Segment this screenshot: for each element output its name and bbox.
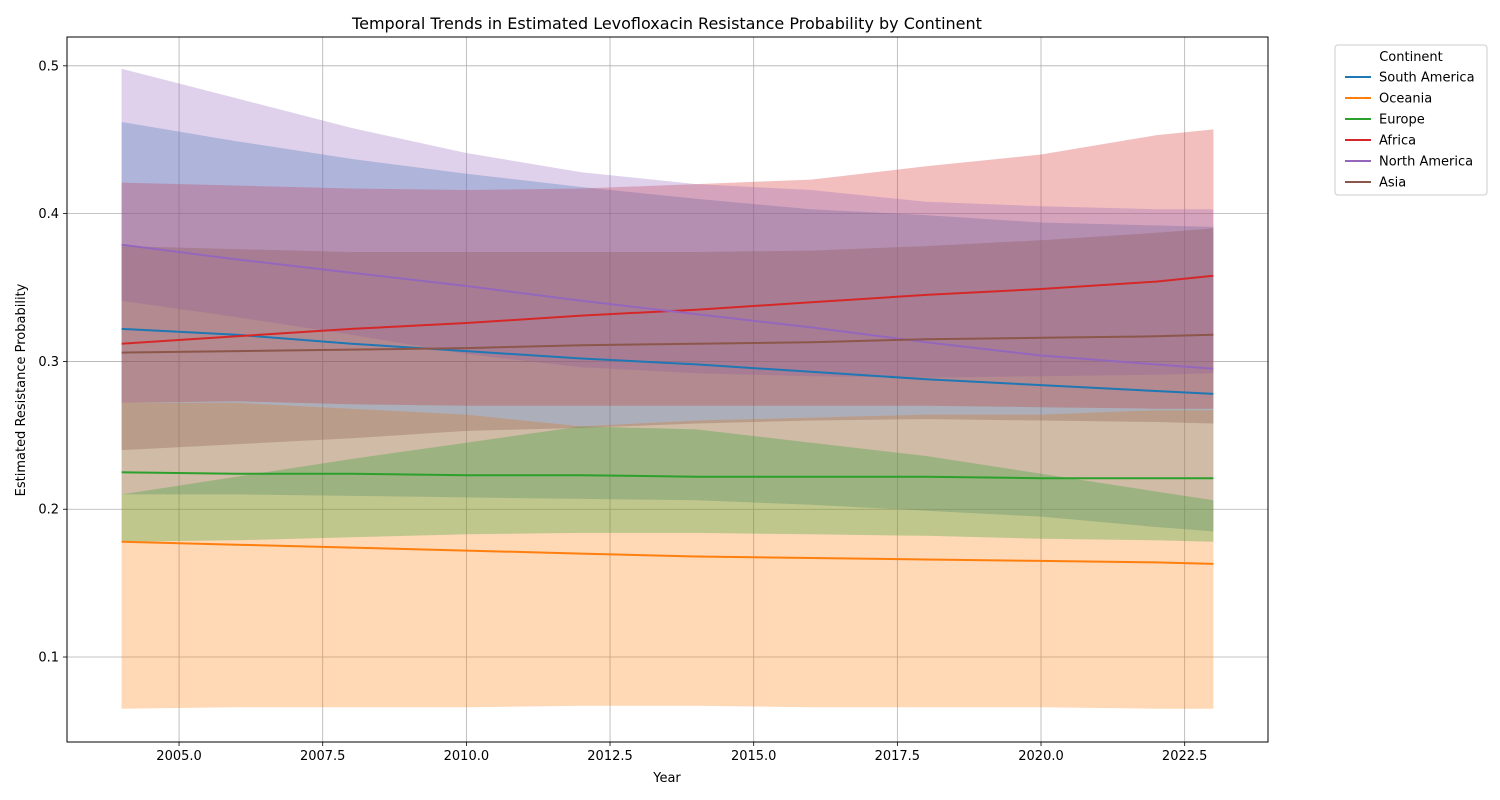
legend-label-north-america: North America	[1379, 155, 1473, 170]
band-south-america	[121, 122, 1214, 532]
y-tick-label: 0.3	[38, 355, 59, 370]
confidence-bands	[121, 68, 1214, 709]
line-oceania	[121, 540, 1214, 565]
line-south-america	[121, 327, 1214, 395]
legend-frame	[1334, 44, 1488, 196]
y-axis-ticks: 0.1 0.2 0.3 0.4 0.5	[38, 59, 67, 666]
x-axis-label: Year	[652, 771, 681, 786]
grid	[67, 37, 1268, 742]
line-north-america	[121, 243, 1214, 370]
x-axis-ticks: 2005.0 2007.5 2010.0 2012.5 2015.0 2017.5 2020…	[156, 742, 1207, 764]
band-asia	[121, 228, 1214, 451]
line-europe	[121, 471, 1214, 480]
series-lines	[121, 243, 1214, 565]
y-axis-label: Estimated Resistance Probability	[14, 283, 29, 496]
chart-title: Temporal Trends in Estimated Levofloxaci…	[351, 14, 982, 33]
x-tick-label: 2015.0	[731, 749, 777, 764]
legend-items: South America Oceania Europe Africa North Am…	[1345, 71, 1475, 191]
legend-label-asia: Asia	[1379, 176, 1406, 191]
line-asia	[121, 333, 1214, 354]
y-tick-label: 0.5	[38, 59, 59, 74]
legend: Continent South America Oceania Europe Afri…	[1334, 44, 1488, 196]
legend-title: Continent	[1379, 50, 1443, 65]
x-tick-label: 2005.0	[156, 749, 202, 764]
y-tick-label: 0.2	[38, 503, 59, 518]
band-north-america	[121, 68, 1214, 378]
band-europe	[121, 426, 1214, 542]
x-tick-label: 2012.5	[587, 749, 633, 764]
legend-label-europe: Europe	[1379, 113, 1425, 128]
x-tick-label: 2007.5	[300, 749, 346, 764]
x-tick-label: 2022.5	[1162, 749, 1208, 764]
line-africa	[121, 274, 1214, 345]
x-tick-label: 2017.5	[875, 749, 921, 764]
x-tick-label: 2020.0	[1018, 749, 1064, 764]
x-tick-label: 2010.0	[444, 749, 490, 764]
y-tick-label: 0.1	[38, 651, 59, 666]
legend-label-south-america: South America	[1379, 71, 1475, 86]
plot-frame	[66, 36, 1269, 743]
legend-label-africa: Africa	[1379, 134, 1416, 149]
legend-label-oceania: Oceania	[1379, 92, 1432, 107]
y-tick-label: 0.4	[38, 207, 59, 222]
